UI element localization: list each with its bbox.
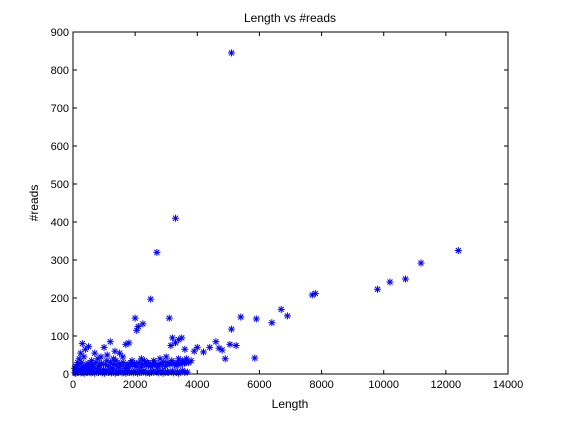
data-point	[227, 325, 235, 333]
data-point	[221, 355, 229, 363]
x-tick-label: 0	[70, 379, 76, 391]
data-point	[167, 342, 175, 349]
axis-ticks	[72, 31, 509, 375]
data-point	[139, 320, 147, 328]
data-point	[80, 353, 88, 361]
data-point	[134, 323, 142, 330]
data-point	[140, 357, 148, 365]
data-point	[268, 319, 276, 327]
data-point	[175, 336, 183, 344]
data-point	[100, 343, 108, 351]
data-point	[112, 357, 120, 365]
data-point	[251, 354, 259, 362]
y-tick-label: 100	[51, 331, 69, 343]
data-point	[181, 345, 189, 353]
x-tick-label: 14000	[493, 379, 524, 391]
x-axis-label: Length	[272, 397, 309, 411]
data-point	[78, 340, 86, 348]
data-point	[175, 369, 183, 377]
data-point	[145, 369, 153, 377]
data-point	[226, 340, 234, 348]
data-point	[283, 312, 291, 320]
y-tick-label: 600	[51, 141, 69, 153]
x-tick-label: 4000	[185, 379, 209, 391]
data-point	[185, 359, 193, 367]
data-point	[232, 342, 240, 349]
tick-labels: 0 2000 4000 6000 8000 10000 12000 14000 0 100 200 3…	[51, 27, 524, 391]
data-point	[206, 343, 214, 351]
data-point	[165, 314, 173, 322]
data-point	[91, 349, 99, 357]
y-tick-label: 800	[51, 65, 69, 77]
data-point	[162, 353, 170, 361]
data-point	[131, 314, 139, 322]
y-tick-label: 200	[51, 293, 69, 305]
plot-area	[73, 32, 508, 374]
data-point	[308, 291, 316, 299]
data-point	[153, 248, 161, 256]
x-tick-label: 2000	[123, 379, 147, 391]
data-point	[181, 368, 189, 376]
y-axis-label: #reads	[27, 185, 41, 222]
data-point	[277, 305, 285, 313]
axes-frame	[72, 31, 509, 375]
data-point	[190, 347, 198, 355]
data-point	[159, 369, 167, 377]
data-point	[401, 275, 409, 283]
data-point	[119, 353, 127, 361]
data-point	[172, 214, 180, 222]
data-point	[454, 247, 462, 254]
data-point	[147, 295, 155, 303]
data-point	[122, 340, 130, 348]
data-point	[106, 338, 114, 346]
data-point	[168, 334, 176, 342]
data-point	[81, 345, 89, 353]
data-point	[386, 278, 394, 286]
data-point	[417, 259, 425, 267]
data-point	[215, 344, 223, 352]
data-point	[227, 49, 235, 57]
y-tick-label: 500	[51, 179, 69, 191]
x-tick-label: 10000	[368, 379, 399, 391]
data-point	[252, 315, 260, 323]
y-tick-label: 0	[63, 369, 69, 381]
data-point	[237, 313, 245, 321]
x-tick-label: 12000	[431, 379, 462, 391]
chart-title: Length vs #reads	[244, 11, 336, 25]
y-tick-label: 400	[51, 217, 69, 229]
data-point	[200, 348, 207, 356]
data-points	[71, 49, 462, 377]
x-tick-label: 8000	[309, 379, 333, 391]
y-tick-label: 700	[51, 103, 69, 115]
x-tick-label: 6000	[247, 379, 271, 391]
data-point	[212, 338, 220, 346]
y-tick-label: 300	[51, 255, 69, 267]
data-point	[374, 285, 381, 293]
data-point	[103, 351, 111, 359]
y-tick-label: 900	[51, 27, 69, 39]
